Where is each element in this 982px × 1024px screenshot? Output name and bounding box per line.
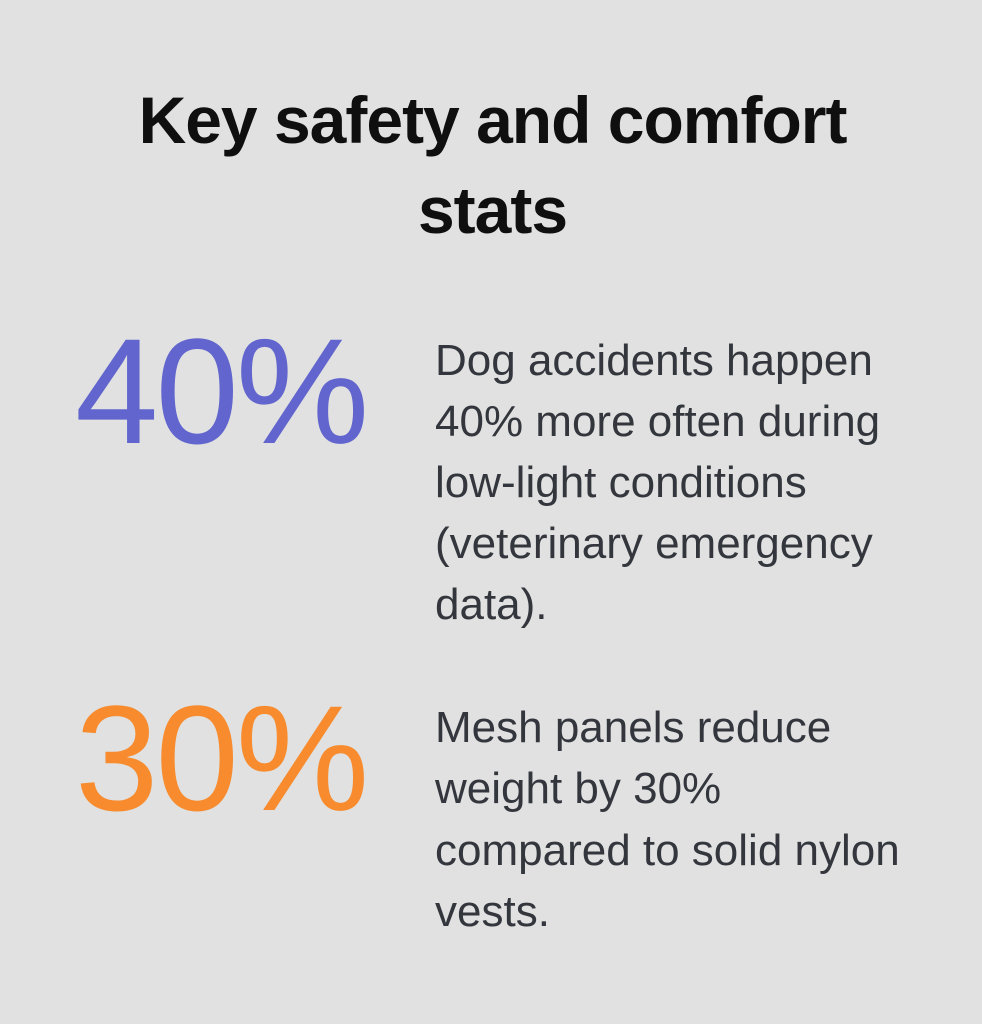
stat-value-30-percent: 30% — [75, 674, 369, 843]
stat-row-mesh-weight: 30% Mesh panels reduce weight by 30% com… — [75, 683, 910, 942]
stat-description-mesh-weight: Mesh panels reduce weight by 30% compare… — [435, 703, 900, 936]
stat-row-low-light: 40% Dog accidents happen 40% more often … — [75, 316, 910, 636]
stat-description-low-light: Dog accidents happen 40% more often duri… — [435, 335, 881, 630]
stat-value-40-percent: 40% — [75, 306, 369, 475]
page-title: Key safety and comfort stats — [138, 83, 848, 247]
